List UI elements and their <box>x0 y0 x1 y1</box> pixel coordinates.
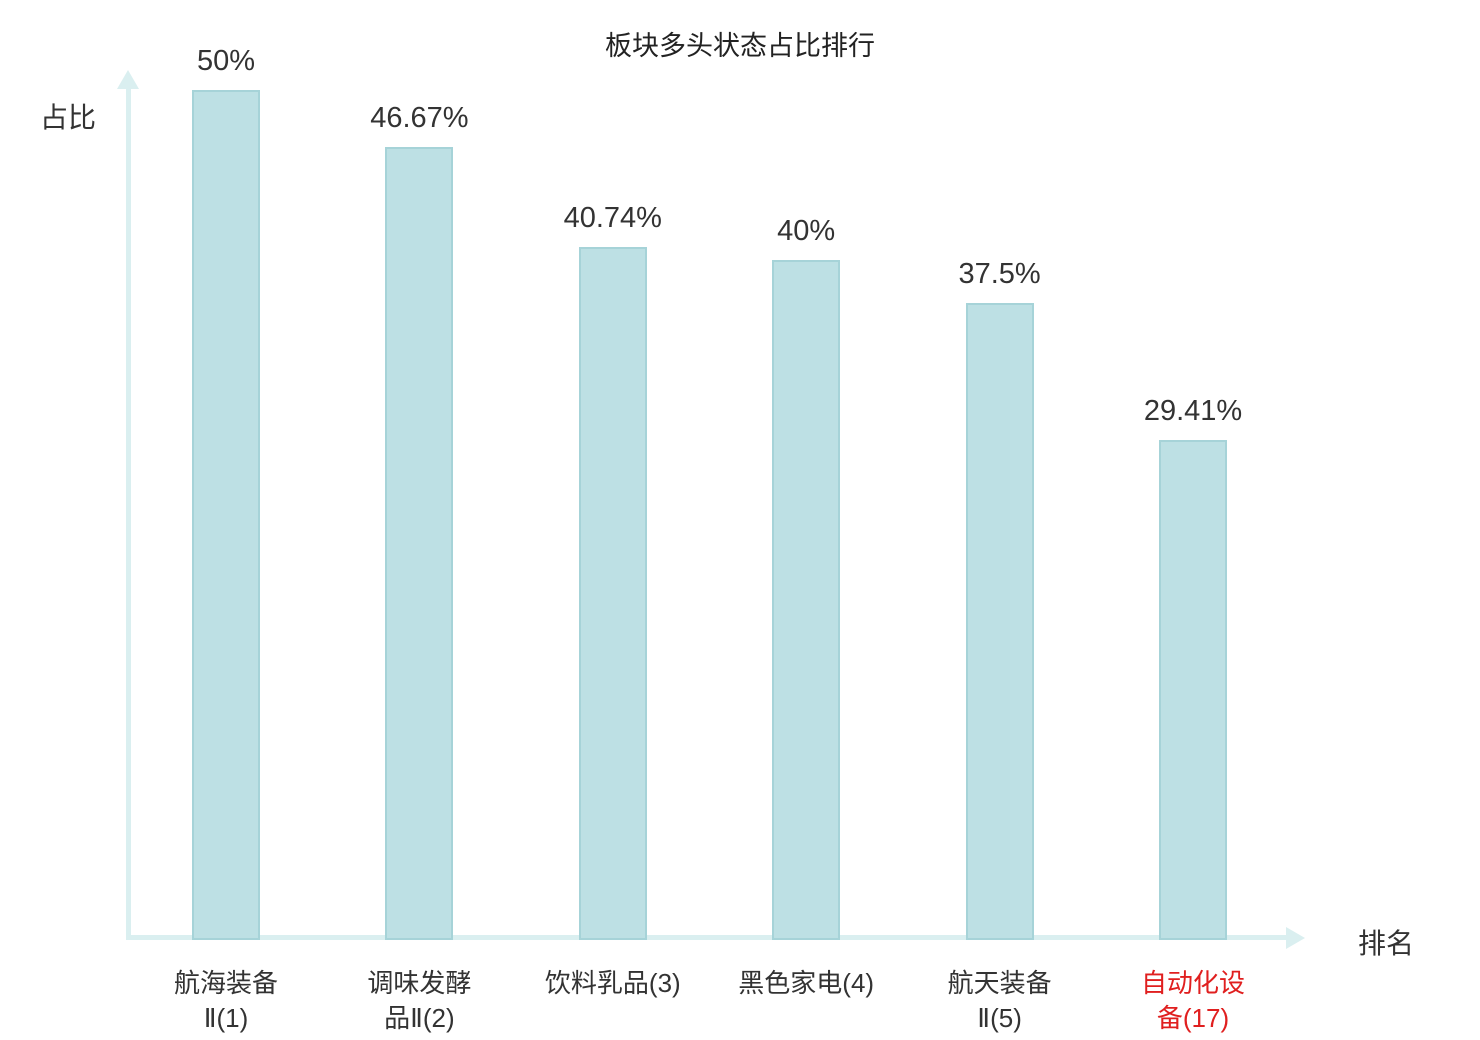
bar-value-label: 46.67% <box>370 101 469 134</box>
bar <box>1159 440 1227 940</box>
x-axis-arrow-icon <box>1286 926 1305 949</box>
bar-category-label: 自动化设 备(17) <box>1140 968 1245 1034</box>
bar-category-label: 航天装备 Ⅱ(5) <box>947 968 1052 1034</box>
bar <box>385 146 454 940</box>
bar <box>772 260 841 940</box>
bar <box>578 247 647 940</box>
chart-title: 板块多头状态占比排行 <box>605 31 875 61</box>
bar-value-label: 37.5% <box>958 257 1041 290</box>
x-axis-label: 排名 <box>1358 928 1415 959</box>
bar-value-label: 40.74% <box>563 202 662 235</box>
bar-category-label: 调味发酵 品Ⅱ(2) <box>367 968 472 1034</box>
bar-value-label: 29.41% <box>1143 395 1243 428</box>
bar-category-label: 航海装备 Ⅱ(1) <box>173 968 278 1034</box>
y-axis-label: 占比 <box>40 102 97 133</box>
y-axis-arrow-icon <box>117 70 139 89</box>
bar-category-label: 饮料乳品(3) <box>544 968 681 998</box>
bar <box>965 302 1034 940</box>
bar-category-label: 黑色家电(4) <box>738 968 875 998</box>
x-axis-line <box>126 935 1288 940</box>
bar <box>192 90 260 940</box>
bar-value-label: 40% <box>777 215 836 247</box>
y-axis-line <box>126 88 131 940</box>
bar-value-label: 50% <box>196 45 256 77</box>
